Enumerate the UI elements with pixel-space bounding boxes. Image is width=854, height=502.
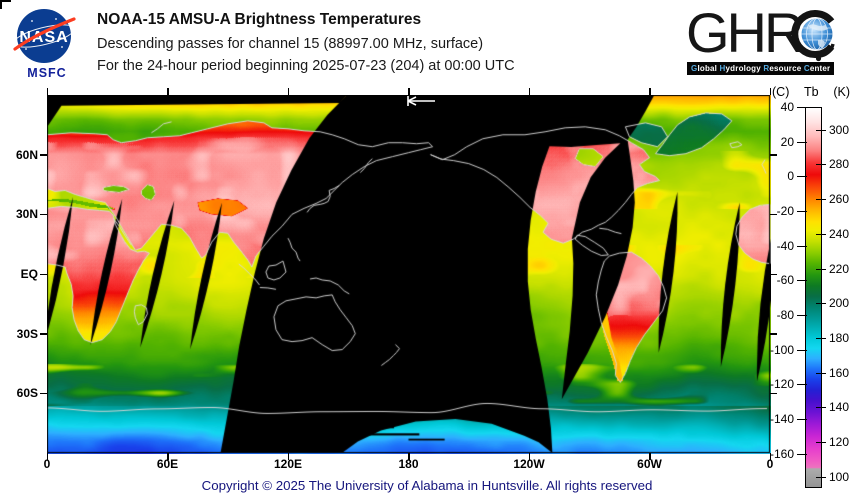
colorbar-kelvin-label: 200 [829, 296, 850, 311]
brightness-temperature-map [47, 95, 771, 454]
nasa-meatball-icon: NASA [13, 9, 76, 63]
x-axis-tick-bottom [167, 453, 169, 460]
y-axis-label: EQ [20, 267, 38, 281]
y-axis-tick-right [770, 213, 777, 216]
y-axis-label: 30N [15, 207, 38, 222]
colorbar-kelvin-label: 120 [829, 434, 850, 449]
x-axis-tick-top [408, 88, 410, 95]
subtitle-period: For the 24-hour period beginning 2025-07… [97, 58, 515, 74]
x-axis-tick-bottom [769, 453, 772, 460]
x-axis-tick-top [649, 88, 651, 95]
x-axis-label: 0 [43, 457, 51, 471]
x-axis-label: 120W [513, 457, 545, 471]
msfc-label: MSFC [27, 66, 67, 80]
x-axis-tick-bottom [528, 453, 531, 460]
copyright-text: Copyright © 2025 The University of Alaba… [201, 478, 653, 493]
nasa-logo: NASA [6, 7, 88, 85]
y-axis-tick-right [770, 333, 777, 335]
x-axis-tick-top [167, 88, 169, 95]
colorbar-kelvin-label: 180 [829, 330, 850, 345]
ghrc-globe-icon [791, 10, 835, 62]
ghrc-tagline-word: lobal [697, 64, 720, 73]
ghrc-tagline-initial: C [803, 64, 810, 73]
colorbar-gradient [805, 107, 822, 488]
ghrc-tagline-initial: R [763, 64, 770, 73]
x-axis-tick-top [46, 88, 49, 95]
svg-text:NASA: NASA [19, 29, 68, 46]
y-axis-tick-left [40, 333, 47, 335]
colorbar-kelvin-label: 280 [829, 157, 850, 172]
ghrc-tagline-word: enter [809, 64, 831, 73]
ghrc-tagline-initial: G [691, 64, 698, 73]
y-axis-tick-right [770, 392, 777, 395]
y-axis-tick-left [40, 154, 47, 156]
x-axis-tick-bottom [46, 453, 49, 460]
page-title: NOAA-15 AMSU-A Brightness Temperatures [97, 11, 422, 28]
colorbar-kelvin-label: 240 [829, 226, 850, 241]
x-axis-tick-bottom [408, 453, 410, 460]
ghrc-tagline-word: ydrology [725, 64, 764, 73]
colorbar-quantity-label: Tb [804, 85, 819, 99]
ghrc-tagline-initial: H [719, 64, 726, 73]
x-axis-label: 60E [156, 457, 179, 471]
colorbar-kelvin-label: 300 [829, 122, 850, 137]
x-axis-tick-top [287, 88, 290, 95]
colorbar-header: (C) Tb (K) [772, 85, 850, 99]
y-axis-tick-left [40, 213, 47, 216]
x-axis-tick-top [528, 88, 531, 95]
y-axis-tick-right [770, 273, 777, 276]
pass-start-arrow-icon [407, 96, 435, 106]
y-axis-label: 60S [16, 386, 38, 401]
colorbar-kelvin-label: 220 [829, 261, 850, 276]
x-axis-tick-bottom [649, 453, 651, 460]
colorbar-unit-celsius: (C) [772, 85, 790, 99]
y-axis-tick-left [40, 392, 47, 395]
colorbar-kelvin-label: 160 [829, 365, 850, 380]
y-axis-label: 60N [15, 147, 38, 162]
x-axis-tick-bottom [287, 453, 290, 460]
x-axis-label: 60W [637, 457, 662, 471]
colorbar-unit-kelvin: (K) [833, 85, 850, 99]
x-axis-label: 0 [766, 457, 774, 471]
y-axis-tick-right [770, 154, 777, 156]
x-axis-label: 120E [273, 457, 303, 471]
ghrc-tagline: Global Hydrology Resource Center [687, 62, 835, 75]
y-axis-tick-left [40, 273, 47, 276]
colorbar-kelvin-label: 140 [829, 400, 850, 415]
subtitle-channel: Descending passes for channel 15 (88997.… [97, 36, 484, 52]
x-axis-tick-top [769, 88, 772, 95]
ghrc-wordmark: GHR [686, 1, 804, 64]
corner-mark [0, 0, 11, 9]
colorbar-kelvin-label: 260 [829, 192, 850, 207]
x-axis-label: 180 [398, 457, 419, 471]
ghrc-tagline-word: esource [769, 64, 804, 73]
ghrc-logo: GHR Global Hydrology Resource Center [686, 2, 850, 82]
y-axis-label: 30S [16, 326, 38, 341]
